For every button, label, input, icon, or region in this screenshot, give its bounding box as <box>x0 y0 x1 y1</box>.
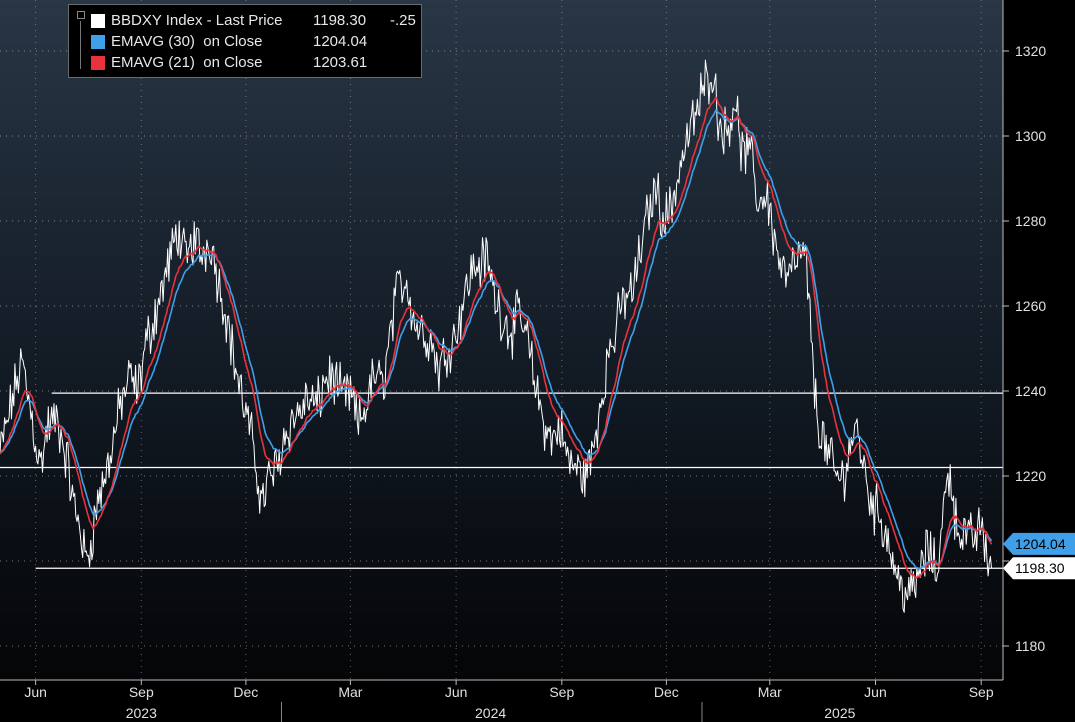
x-tick-label: Sep <box>549 684 574 700</box>
y-tick-label: 1240 <box>1015 383 1046 399</box>
legend-label-ema21: EMAVG (21) on Close <box>111 54 263 71</box>
series-layer <box>0 59 993 613</box>
reference-lines <box>0 392 1003 569</box>
x-tick-label: Dec <box>654 684 679 700</box>
y-tick-label: 1260 <box>1015 298 1046 314</box>
legend-value-ema30: 1204.04 <box>313 33 368 50</box>
y-axis-ticks: 1180 1220 1240 1260 1280 1300 1320 <box>1003 43 1046 654</box>
legend-swatch-ema30 <box>91 35 105 49</box>
x-tick-label: Sep <box>129 684 154 700</box>
last-value-tag-label: 1204.04 <box>1015 536 1066 552</box>
y-tick-label: 1180 <box>1015 638 1045 654</box>
x-tick-label: Mar <box>758 684 782 700</box>
year-label: 2023 <box>126 705 157 721</box>
x-tick-label: Mar <box>338 684 362 700</box>
x-axis-panel <box>0 680 1075 722</box>
last-value-tag: 1204.04 <box>1003 532 1075 555</box>
y-tick-label: 1320 <box>1015 43 1046 59</box>
legend-collapse-icon[interactable] <box>77 11 85 19</box>
legend-value-ema21: 1203.61 <box>313 54 368 71</box>
ema30-series-line <box>0 109 993 570</box>
last-value-tag-label: 1198.30 <box>1015 560 1065 576</box>
x-tick-label: Dec <box>233 684 258 700</box>
y-axis-panel <box>1003 0 1075 722</box>
price-series-line <box>0 59 992 613</box>
y-tick-label: 1300 <box>1015 128 1046 144</box>
x-tick-label: Jun <box>445 684 468 700</box>
legend-label-ema30: EMAVG (30) on Close <box>111 33 263 50</box>
year-label: 2025 <box>824 705 855 721</box>
x-axis-ticks: Jun Sep Dec Mar Jun Sep Dec Mar Jun Sep 2023 2024 20… <box>24 680 994 722</box>
x-tick-label: Jun <box>24 684 47 700</box>
legend-tree-line <box>80 21 81 69</box>
x-tick-label: Sep <box>969 684 994 700</box>
legend: BBDXY Index - Last Price 1198.30 -.25 EM… <box>68 4 422 78</box>
legend-swatch-price <box>91 14 105 28</box>
legend-swatch-ema21 <box>91 56 105 70</box>
last-value-tag-box <box>1003 557 1075 580</box>
year-label: 2024 <box>475 705 506 721</box>
ema21-series-line <box>0 95 993 580</box>
last-value-tags: 1204.04 1198.30 <box>1003 532 1075 580</box>
last-value-tag-box <box>1003 532 1075 555</box>
y-tick-label: 1220 <box>1015 468 1046 484</box>
legend-label-price: BBDXY Index - Last Price <box>111 12 283 29</box>
legend-change-price: -.25 <box>390 12 416 29</box>
x-tick-label: Jun <box>864 684 887 700</box>
legend-value-price: 1198.30 <box>313 12 367 29</box>
y-tick-label: 1280 <box>1015 213 1046 229</box>
last-value-tag: 1198.30 <box>1003 557 1075 580</box>
